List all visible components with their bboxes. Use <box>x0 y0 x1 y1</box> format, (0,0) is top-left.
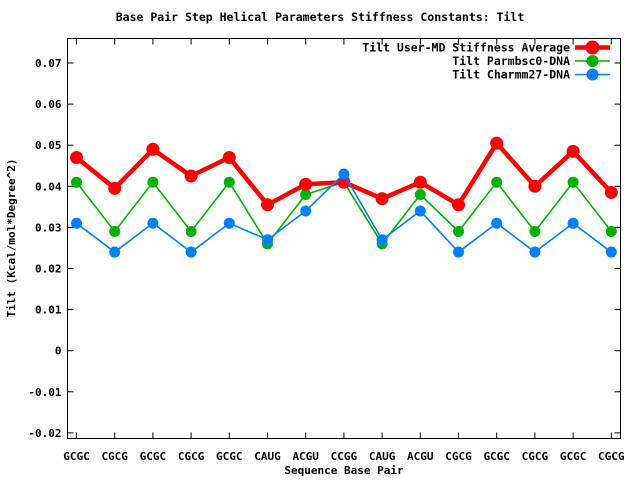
data-point <box>453 246 464 258</box>
data-point <box>109 226 121 238</box>
data-point <box>375 192 389 206</box>
data-point <box>491 176 503 188</box>
x-category-label: CGCG <box>598 450 625 463</box>
x-category-label: CAUG <box>369 450 396 463</box>
data-point <box>490 136 504 150</box>
data-point <box>528 179 542 193</box>
x-category-label: ACGU <box>407 450 434 463</box>
data-point <box>300 205 312 217</box>
data-point <box>147 217 159 229</box>
x-category-label: CGCG <box>445 450 472 463</box>
legend-sample-marker <box>585 40 600 55</box>
data-point <box>223 176 235 188</box>
x-category-label: GCGC <box>216 450 243 463</box>
data-point <box>491 217 503 229</box>
y-tick-label: 0.04 <box>35 180 62 193</box>
x-category-label: GCGC <box>483 450 510 463</box>
data-point <box>529 246 541 258</box>
x-category-label: ACGU <box>292 450 319 463</box>
data-point <box>108 181 122 195</box>
legend-label: Tilt Parmbsc0-DNA <box>452 54 570 68</box>
data-point <box>376 234 388 246</box>
data-point <box>413 175 427 189</box>
data-point <box>146 142 160 156</box>
data-point <box>262 234 273 246</box>
data-point <box>222 151 236 165</box>
data-point <box>604 185 618 199</box>
chart-title: Base Pair Step Helical Parameters Stiffn… <box>116 10 525 24</box>
data-point <box>414 205 426 217</box>
y-tick-label: 0.07 <box>35 57 62 70</box>
data-point <box>185 246 197 258</box>
x-axis-label: Sequence Base Pair <box>284 464 404 477</box>
y-tick-label: 0.03 <box>35 221 62 234</box>
data-point <box>71 176 82 188</box>
y-tick-label: 0.01 <box>35 304 62 317</box>
legend-label: Tilt User-MD Stiffness Average <box>362 41 570 55</box>
data-point <box>414 189 426 201</box>
data-point <box>299 177 313 191</box>
data-point <box>567 176 579 188</box>
x-category-label: CGCG <box>178 450 205 463</box>
data-point <box>605 246 617 258</box>
y-tick-label: -0.02 <box>28 427 61 440</box>
data-point <box>70 151 83 165</box>
data-point <box>566 144 580 158</box>
data-point <box>529 226 541 238</box>
data-point <box>300 189 312 201</box>
y-tick-label: 0.06 <box>35 98 62 111</box>
data-point <box>147 176 159 188</box>
data-point <box>71 217 82 229</box>
legend-sample-marker <box>586 68 599 81</box>
data-point <box>453 226 464 238</box>
x-category-label: CGCG <box>101 450 128 463</box>
x-category-label: GCGC <box>560 450 587 463</box>
data-point <box>223 217 235 229</box>
data-point <box>605 226 617 238</box>
y-tick-label: -0.01 <box>28 386 61 399</box>
legend-sample-marker <box>586 55 599 67</box>
data-point <box>184 169 198 183</box>
legend-label: Tilt Charmm27-DNA <box>452 68 570 82</box>
data-point <box>452 198 465 212</box>
plot-area: 0.070.060.050.040.030.020.010-0.01-0.02G… <box>28 38 625 463</box>
y-axis-label: Tilt (Kcal/mol*Degree^2) <box>5 159 18 318</box>
data-point <box>567 217 579 229</box>
x-category-label: CGCG <box>522 450 549 463</box>
y-tick-label: 0.05 <box>35 139 62 152</box>
x-category-label: CAUG <box>254 450 281 463</box>
data-point <box>185 226 197 238</box>
data-point <box>261 198 274 212</box>
x-category-label: GCGC <box>63 450 90 463</box>
x-category-label: CCGG <box>331 450 358 463</box>
data-point <box>338 168 350 180</box>
x-category-label: GCGC <box>140 450 167 463</box>
y-tick-label: 0.02 <box>35 263 62 276</box>
plot-border <box>67 38 621 439</box>
y-tick-label: 0 <box>55 345 62 358</box>
data-point <box>109 246 121 258</box>
